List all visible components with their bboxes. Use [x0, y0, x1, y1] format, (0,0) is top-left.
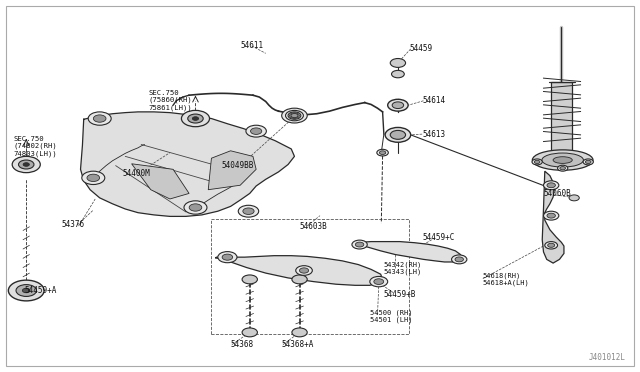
- Circle shape: [355, 242, 364, 247]
- Circle shape: [93, 115, 106, 122]
- Polygon shape: [542, 171, 564, 263]
- Circle shape: [218, 251, 237, 263]
- Polygon shape: [132, 164, 189, 199]
- Circle shape: [285, 110, 303, 121]
- Ellipse shape: [532, 150, 593, 170]
- Polygon shape: [356, 241, 462, 262]
- Circle shape: [243, 208, 254, 215]
- Circle shape: [455, 257, 463, 262]
- Text: 54614: 54614: [422, 96, 445, 105]
- Text: 54400M: 54400M: [122, 169, 150, 177]
- Text: 54342(RH)
54343(LH): 54342(RH) 54343(LH): [384, 261, 422, 275]
- Circle shape: [82, 171, 105, 185]
- Circle shape: [392, 70, 404, 78]
- Circle shape: [352, 240, 367, 249]
- Circle shape: [189, 204, 202, 211]
- Circle shape: [87, 174, 100, 182]
- Circle shape: [246, 125, 266, 137]
- Text: 54611: 54611: [240, 41, 263, 50]
- Circle shape: [547, 213, 556, 218]
- Circle shape: [288, 112, 301, 119]
- Circle shape: [184, 201, 207, 214]
- Text: SEC.750
(74802(RH)
74803(LH)): SEC.750 (74802(RH) 74803(LH)): [13, 136, 57, 157]
- Text: 54459: 54459: [410, 44, 433, 53]
- Text: SEC.750
(75860(RH)
75861(LH)): SEC.750 (75860(RH) 75861(LH)): [148, 90, 192, 110]
- Circle shape: [532, 159, 542, 165]
- Circle shape: [543, 181, 559, 190]
- Circle shape: [452, 255, 467, 264]
- Text: 54368+A: 54368+A: [282, 340, 314, 349]
- Circle shape: [374, 279, 383, 285]
- Circle shape: [222, 254, 233, 260]
- Circle shape: [569, 195, 579, 201]
- Circle shape: [16, 285, 36, 296]
- Text: 54459+B: 54459+B: [384, 290, 416, 299]
- Circle shape: [22, 288, 30, 293]
- Text: 54049BB: 54049BB: [221, 161, 253, 170]
- Circle shape: [370, 276, 388, 287]
- Polygon shape: [215, 256, 383, 285]
- Text: 54500 (RH)
54501 (LH): 54500 (RH) 54501 (LH): [370, 310, 412, 324]
- Circle shape: [377, 149, 388, 156]
- Polygon shape: [208, 151, 256, 190]
- Circle shape: [19, 160, 34, 169]
- Circle shape: [300, 268, 308, 273]
- Circle shape: [193, 117, 198, 121]
- Circle shape: [282, 108, 307, 123]
- Circle shape: [292, 275, 307, 284]
- Text: 54376: 54376: [61, 221, 84, 230]
- Text: J401012L: J401012L: [588, 353, 625, 362]
- Circle shape: [238, 205, 259, 217]
- Circle shape: [557, 165, 568, 171]
- Text: 54368: 54368: [230, 340, 253, 349]
- Circle shape: [292, 328, 307, 337]
- Circle shape: [88, 112, 111, 125]
- Bar: [211, 219, 410, 334]
- Text: 54603B: 54603B: [300, 222, 327, 231]
- Text: 54613: 54613: [422, 129, 445, 139]
- Circle shape: [388, 99, 408, 111]
- Circle shape: [250, 128, 262, 134]
- Bar: [551, 82, 572, 156]
- Circle shape: [586, 160, 591, 164]
- Text: 54060B: 54060B: [543, 189, 572, 198]
- Text: 54459+C: 54459+C: [422, 233, 454, 243]
- Circle shape: [543, 211, 559, 220]
- Circle shape: [380, 151, 386, 154]
- Circle shape: [392, 102, 404, 109]
- Ellipse shape: [553, 157, 572, 163]
- Circle shape: [291, 113, 298, 118]
- Ellipse shape: [542, 153, 584, 167]
- Circle shape: [545, 241, 557, 249]
- Circle shape: [242, 328, 257, 337]
- Circle shape: [289, 113, 300, 118]
- Circle shape: [547, 183, 556, 188]
- Circle shape: [12, 156, 40, 173]
- Circle shape: [296, 266, 312, 275]
- Circle shape: [534, 160, 540, 164]
- Circle shape: [242, 275, 257, 284]
- Circle shape: [385, 128, 411, 142]
- Circle shape: [181, 110, 209, 127]
- Circle shape: [390, 131, 406, 139]
- Circle shape: [23, 163, 29, 166]
- Circle shape: [8, 280, 44, 301]
- Circle shape: [583, 159, 593, 165]
- Text: 54618(RH)
54618+A(LH): 54618(RH) 54618+A(LH): [483, 272, 529, 286]
- Circle shape: [560, 167, 566, 170]
- Circle shape: [188, 114, 203, 123]
- Circle shape: [390, 58, 406, 67]
- Circle shape: [548, 243, 555, 247]
- Polygon shape: [81, 112, 294, 217]
- Text: 54459+A: 54459+A: [25, 286, 58, 295]
